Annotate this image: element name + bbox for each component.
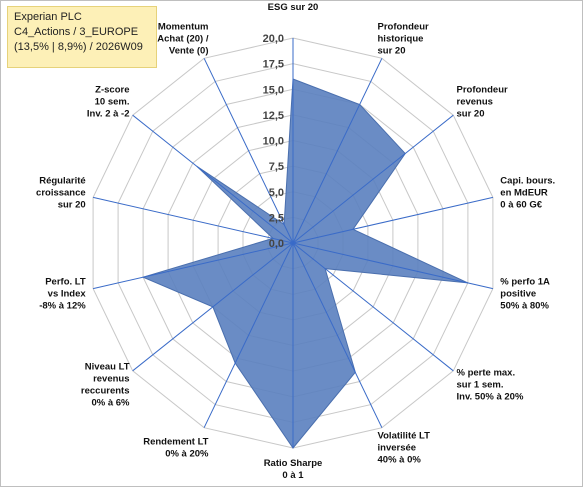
axis-label-4-line-1: positive <box>500 289 536 300</box>
axis-label-9-line-0: Niveau LT <box>85 362 130 373</box>
axis-label-3-line-0: Capi. bours. <box>500 176 555 187</box>
spoke-9 <box>132 242 294 372</box>
axis-label-7-line-1: 0 à 1 <box>282 470 304 481</box>
axis-label-13-line-0: Momentum <box>158 22 209 33</box>
axis-label-2-line-2: sur 20 <box>457 109 485 120</box>
axis-label-10-line-2: -8% à 12% <box>39 301 86 312</box>
axis-label-10-line-1: vs Index <box>48 289 87 300</box>
spoke-4 <box>292 242 494 290</box>
axis-label-11-line-0: Régularité <box>39 176 85 187</box>
axis-label-5: % perte max. sur 1 sem. Inv. 50% à 20% <box>457 368 524 403</box>
axis-label-2: Profondeur revenus sur 20 <box>457 85 508 120</box>
axis-label-12: Z-score 10 sem. Inv. 2 à -2 <box>87 85 130 120</box>
title-line-3: (13,5% | 8,9%) / 2026W09 <box>14 41 143 53</box>
radar-series-area <box>141 78 469 449</box>
tick-label-0: 0,0 <box>269 238 284 250</box>
tick-label-1: 2,5 <box>269 212 284 224</box>
spoke-2 <box>292 114 454 244</box>
axis-label-2-line-0: Profondeur <box>457 85 508 96</box>
axis-label-9-line-3: 0% à 6% <box>91 398 130 409</box>
spoke-1 <box>292 58 383 244</box>
axis-label-6-line-1: inversée <box>378 443 417 454</box>
axis-label-6: Volatilité LT inversée 40% à 0% <box>378 431 431 466</box>
axis-label-3-line-2: 0 à 60 G€ <box>500 200 542 211</box>
axis-label-10: Perfo. LT vs Index -8% à 12% <box>39 277 86 312</box>
axis-label-7: Ratio Sharpe 0 à 1 <box>264 458 323 481</box>
title-line-1: Experian PLC <box>14 11 82 23</box>
axis-label-5-line-1: sur 1 sem. <box>457 380 504 391</box>
chart-title-box: Experian PLC C4_Actions / 3_EUROPE (13,5… <box>7 6 157 68</box>
spoke-10 <box>92 242 294 290</box>
axis-label-1: Profondeur historique sur 20 <box>378 22 429 57</box>
title-line-2: C4_Actions / 3_EUROPE <box>14 26 139 38</box>
axis-label-8-line-1: 0% à 20% <box>165 449 209 460</box>
axis-label-12-line-2: Inv. 2 à -2 <box>87 109 130 120</box>
tick-label-7: 17,5 <box>263 59 284 71</box>
axis-label-11: Régularité croissance sur 20 <box>36 176 86 211</box>
axis-label-12-line-0: Z-score <box>95 85 129 96</box>
axis-label-2-line-1: revenus <box>457 97 493 108</box>
tick-label-3: 7,5 <box>269 161 284 173</box>
axis-label-9-line-1: revenus <box>93 374 129 385</box>
axis-label-6-line-2: 40% à 0% <box>378 455 422 466</box>
spoke-13 <box>203 58 294 244</box>
axis-label-4-line-0: % perfo 1A <box>500 277 550 288</box>
axis-label-1-line-1: historique <box>378 34 424 45</box>
spoke-3 <box>292 196 494 244</box>
tick-label-5: 12,5 <box>263 110 284 122</box>
spoke-5 <box>292 242 454 372</box>
axis-label-4-line-2: 50% à 80% <box>500 301 549 312</box>
axis-label-11-line-2: sur 20 <box>58 200 86 211</box>
axis-label-10-line-0: Perfo. LT <box>45 277 86 288</box>
axis-label-4: % perfo 1A positive 50% à 80% <box>500 277 550 312</box>
axis-label-3-line-1: en MdEUR <box>500 188 548 199</box>
spoke-12 <box>132 114 294 244</box>
axis-label-3: Capi. bours. en MdEUR 0 à 60 G€ <box>500 176 555 211</box>
tick-label-6: 15,0 <box>263 84 284 96</box>
axis-label-13: Momentum Achat (20) / Vente (0) <box>157 22 209 57</box>
axis-label-5-line-0: % perte max. <box>457 368 516 379</box>
axis-label-8-line-0: Rendement LT <box>143 437 208 448</box>
tick-label-4: 10,0 <box>263 136 284 148</box>
axis-label-1-line-2: sur 20 <box>378 46 406 57</box>
axis-label-6-line-0: Volatilité LT <box>378 431 431 442</box>
axis-label-7-line-0: Ratio Sharpe <box>264 458 323 469</box>
spoke-6 <box>292 242 383 428</box>
axis-label-0: NoteESG sur 20 <box>268 1 319 13</box>
axis-label-5-line-2: Inv. 50% à 20% <box>457 392 524 403</box>
tick-label-8: 20,0 <box>263 33 284 45</box>
axis-label-0-line-1: ESG sur 20 <box>268 2 319 13</box>
axis-label-9-line-2: reccurents <box>81 386 130 397</box>
tick-label-2: 5,0 <box>269 187 284 199</box>
axis-label-11-line-1: croissance <box>36 188 86 199</box>
axis-label-12-line-1: 10 sem. <box>95 97 130 108</box>
axis-label-13-line-1: Achat (20) / <box>157 34 209 45</box>
axis-label-9: Niveau LT revenus reccurents 0% à 6% <box>81 362 130 409</box>
axis-label-13-line-2: Vente (0) <box>169 46 209 57</box>
axis-label-8: Rendement LT 0% à 20% <box>143 437 209 460</box>
axis-label-1-line-0: Profondeur <box>378 22 429 33</box>
spoke-8 <box>203 242 294 428</box>
spoke-11 <box>92 196 294 244</box>
